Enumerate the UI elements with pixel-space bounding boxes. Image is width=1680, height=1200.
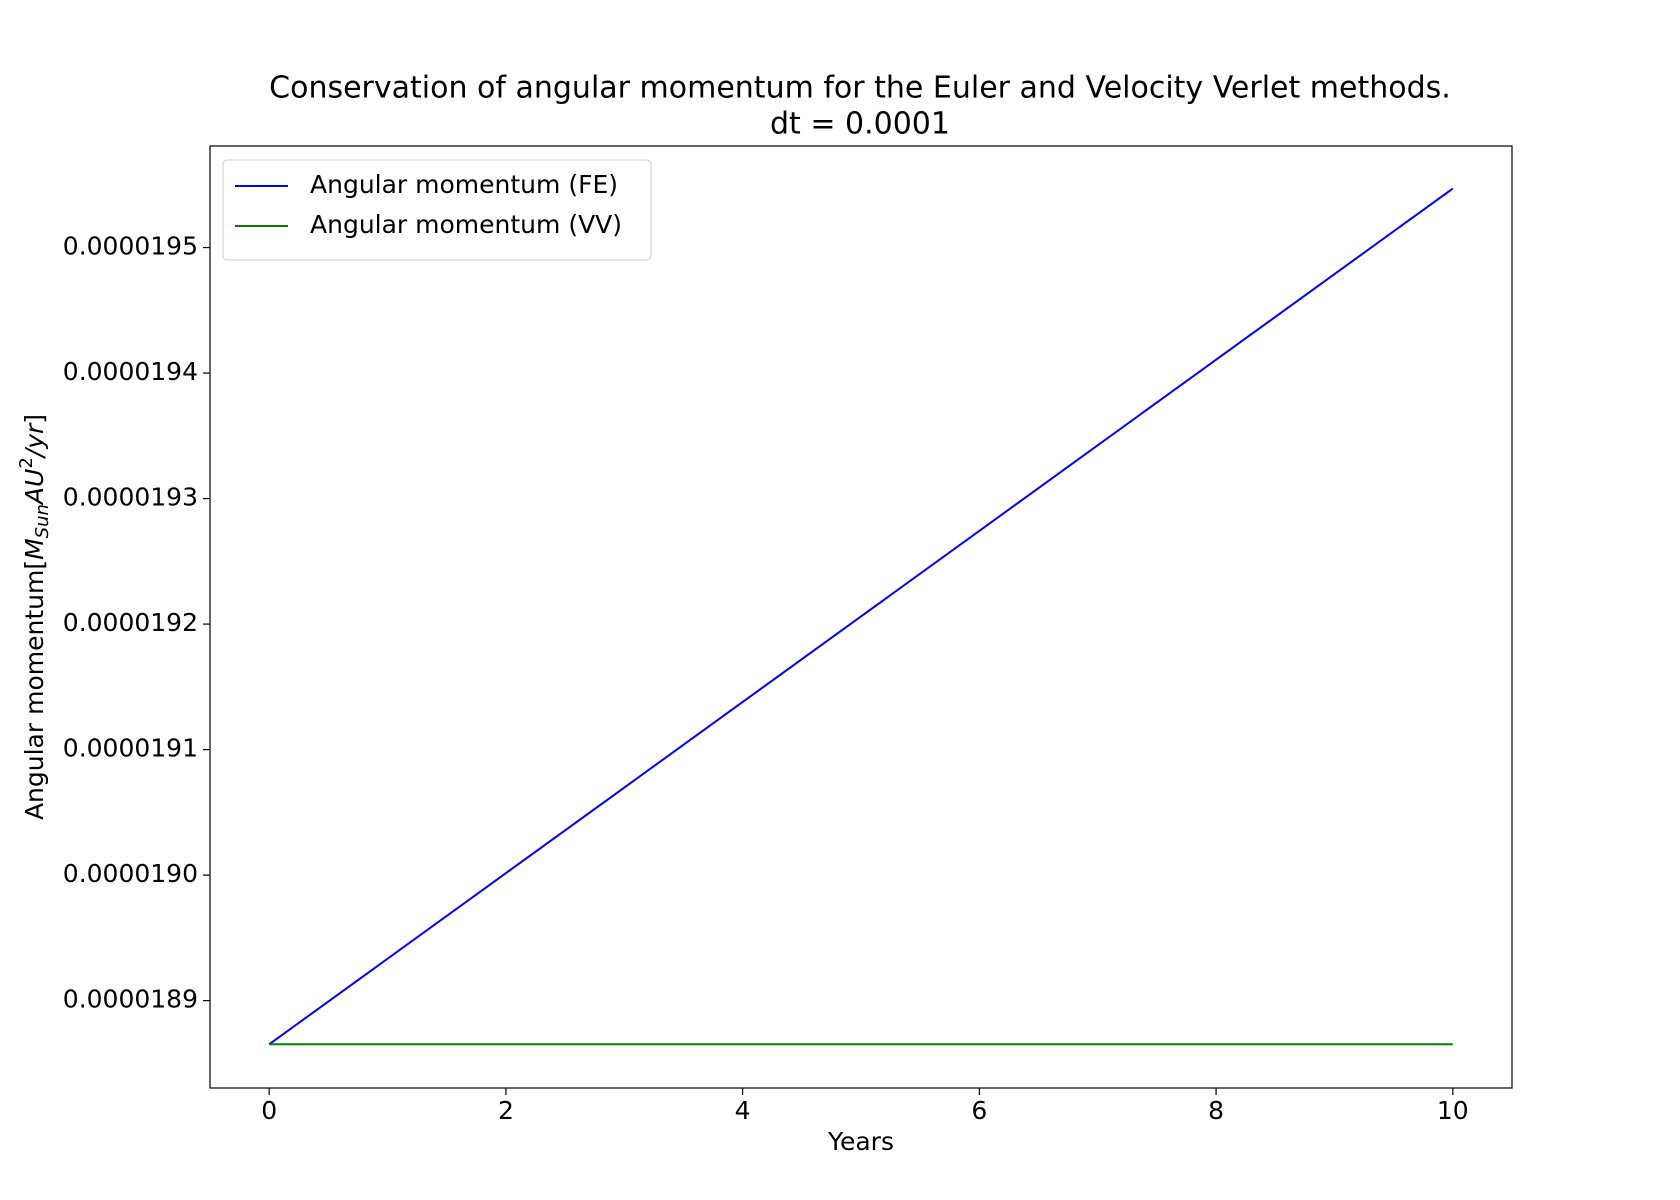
x-tick-label: 0 [261,1096,277,1125]
x-tick-label: 2 [498,1096,514,1125]
plot-frame [209,145,1513,1089]
chart-subtitle: dt = 0.0001 [770,107,950,142]
y-axis-label-part: Sun [32,504,53,538]
legend-box [222,159,652,261]
y-tick-label: 0.0000191 [63,734,198,763]
y-axis-label-part: Angular momentum[ [20,560,49,820]
x-tick-label: 8 [1208,1096,1224,1125]
legend-label: Angular momentum (VV) [310,210,622,239]
y-tick-label: 0.0000195 [63,232,198,261]
y-axis-label-part: M [20,538,49,560]
y-axis-label-part: AU [20,469,49,506]
x-tick-label: 10 [1437,1096,1469,1125]
x-tick-label: 6 [971,1096,987,1125]
data-line [268,187,1454,1046]
y-axis-label-part: 2 [16,457,37,468]
x-tick-label: 4 [735,1096,751,1125]
y-tick-label: 0.0000193 [63,483,198,512]
chart-title: Conservation of angular momentum for the… [269,71,1451,106]
legend-label: Angular momentum (FE) [310,170,618,199]
x-axis-label: Years [827,1127,894,1156]
y-axis-label-part: ] [20,414,49,424]
y-tick-label: 0.0000190 [63,859,198,888]
y-axis-label-part: /yr [20,422,49,459]
y-axis-label: Angular momentum[MSunAU2/yr] [16,414,53,820]
y-tick-label: 0.0000194 [63,357,198,386]
y-tick-label: 0.0000189 [63,985,198,1014]
y-tick-label: 0.0000192 [63,608,198,637]
